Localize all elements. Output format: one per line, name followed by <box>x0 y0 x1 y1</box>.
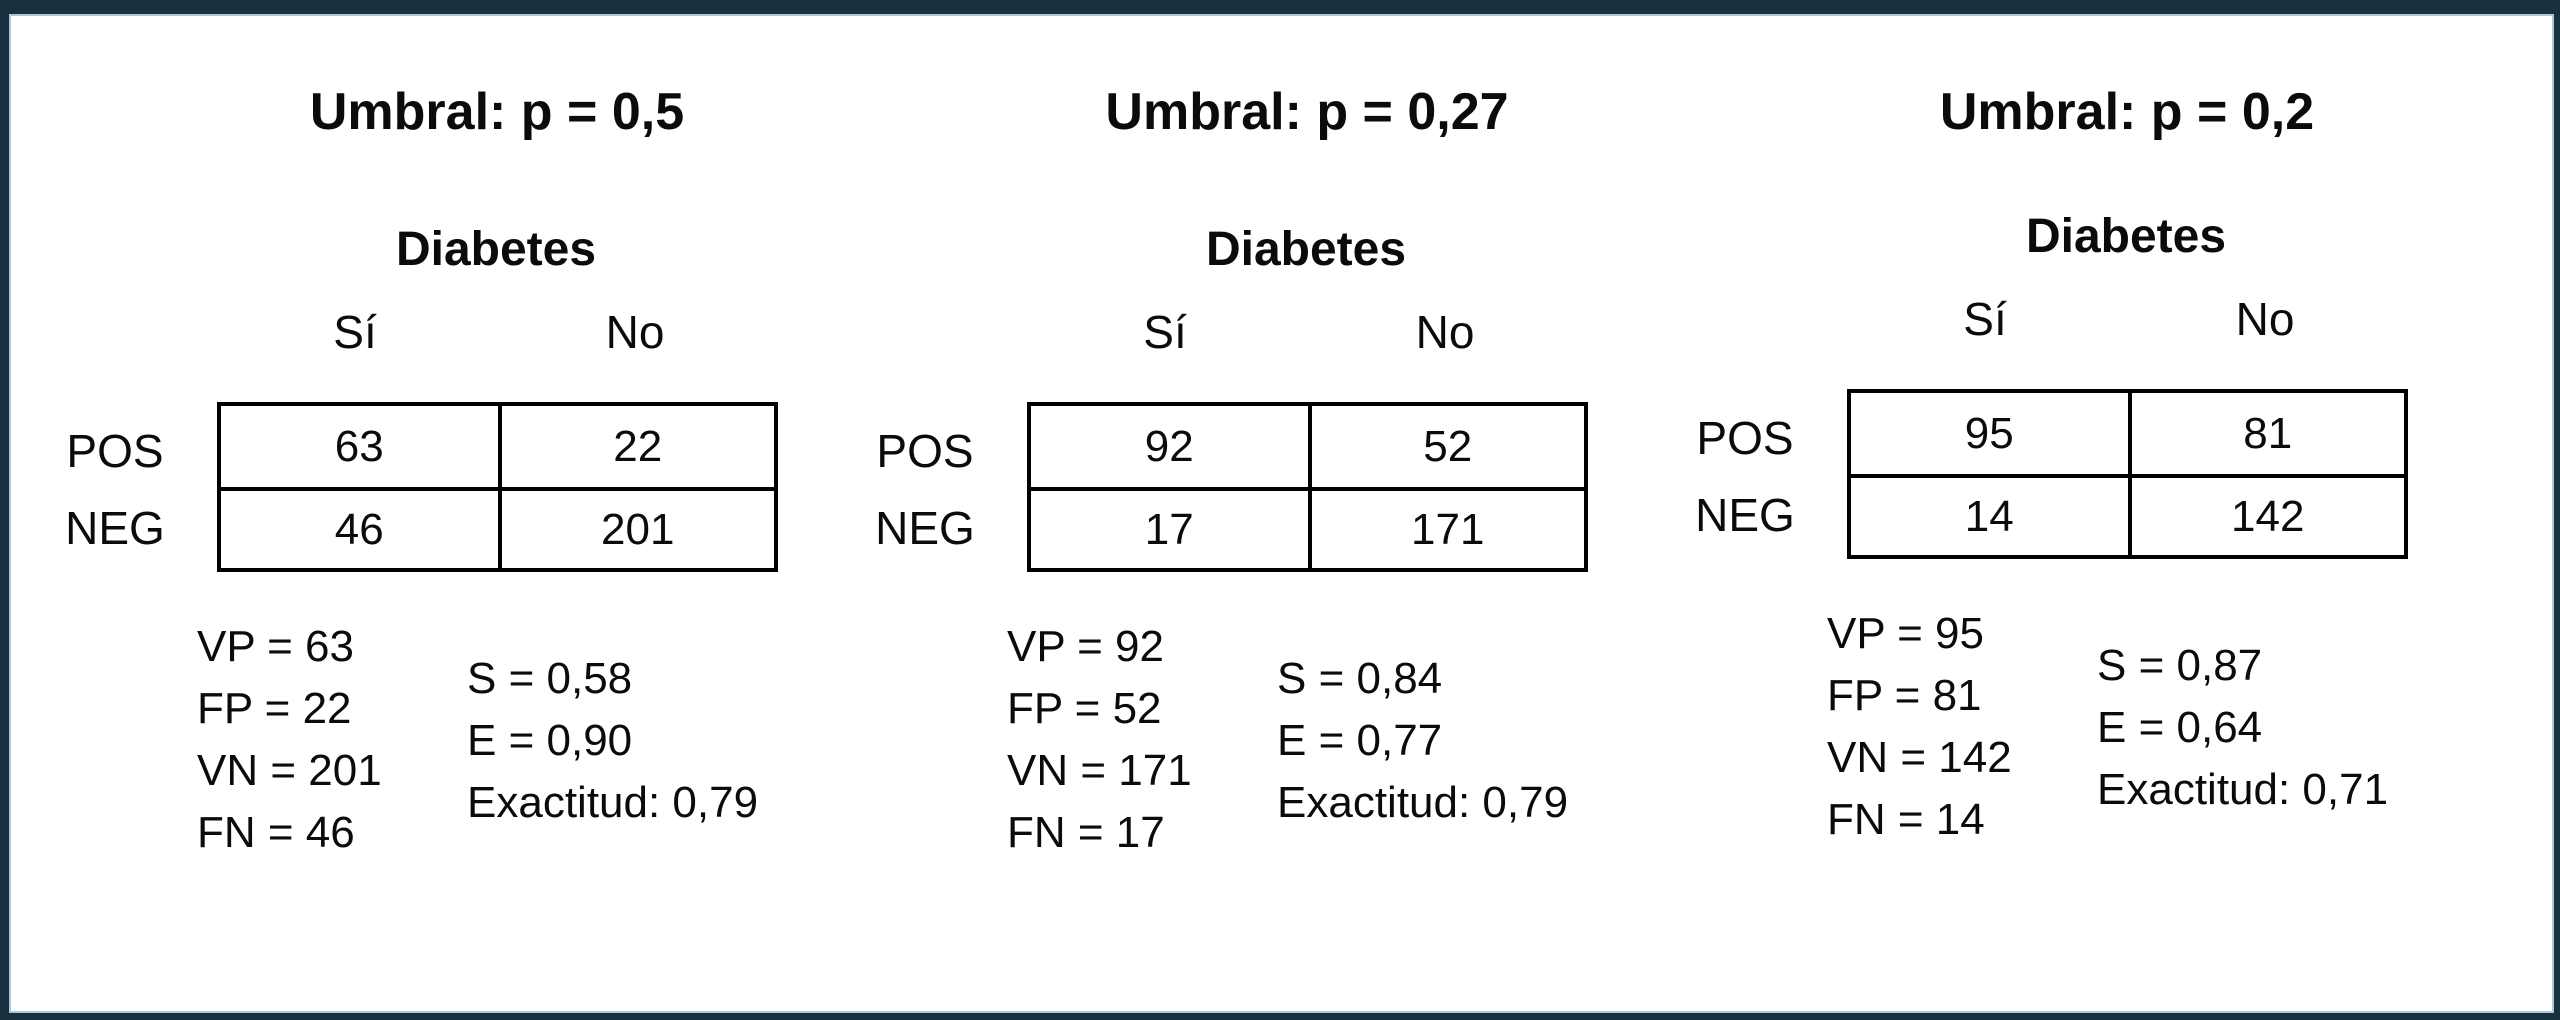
matrix-cell-true-negative: 171 <box>1307 487 1584 568</box>
confusion-matrix-table: 92 52 17 171 <box>1027 402 1588 572</box>
count-vn: VN = 142 <box>1827 733 2012 782</box>
matrix-cell-false-positive: 81 <box>2127 393 2405 474</box>
row-header-pos: POS <box>1696 412 1794 464</box>
row-header-neg: NEG <box>875 502 975 554</box>
row-header-neg: NEG <box>1695 489 1795 541</box>
count-fp: FP = 52 <box>1007 684 1162 733</box>
panel-title: Umbral: p = 0,2 <box>1939 83 2315 141</box>
counts-block: VP = 95 FP = 81 VN = 142 FN = 14 <box>1827 603 2012 851</box>
panel-title: Umbral: p = 0,5 <box>309 83 685 141</box>
matrix-cell-true-positive: 95 <box>1964 408 2014 458</box>
confusion-matrix-table: 63 22 46 201 <box>217 402 778 572</box>
matrix-cell-true-negative: 201 <box>497 487 774 568</box>
metric-accuracy: Exactitud: 0,71 <box>2097 765 2389 814</box>
column-header-si: Sí <box>333 306 377 358</box>
metric-sensitivity: S = 0,87 <box>2097 641 2263 690</box>
row-header-neg: NEG <box>65 502 165 554</box>
metrics-block: S = 0,58 E = 0,90 Exactitud: 0,79 <box>467 648 758 834</box>
column-header-si: Sí <box>1963 293 2007 345</box>
count-vn: VN = 201 <box>197 746 382 795</box>
matrix-cell-false-negative: 17 <box>1031 487 1308 568</box>
panel-threshold-0-27: Umbral: p = 0,27 Diabetes Sí No POS NEG … <box>9 14 2554 1013</box>
condition-label: Diabetes <box>2025 210 2227 263</box>
metric-specificity: E = 0,90 <box>467 716 633 765</box>
metric-accuracy: Exactitud: 0,79 <box>467 778 759 827</box>
panel-threshold-0-2: Umbral: p = 0,2 Diabetes Sí No POS NEG 9… <box>9 14 2554 1013</box>
count-fn: FN = 46 <box>197 808 355 857</box>
metric-specificity: E = 0,64 <box>2097 703 2263 752</box>
metrics-block: S = 0,87 E = 0,64 Exactitud: 0,71 <box>2097 635 2388 821</box>
matrix-cell-false-positive: 22 <box>497 406 775 487</box>
row-header-pos: POS <box>66 425 164 477</box>
metric-sensitivity: S = 0,58 <box>467 654 633 703</box>
count-vp: VP = 95 <box>1827 609 1984 658</box>
metric-accuracy: Exactitud: 0,79 <box>1277 778 1569 827</box>
metric-specificity: E = 0,77 <box>1277 716 1443 765</box>
column-header-no: No <box>1415 306 1475 358</box>
metric-sensitivity: S = 0,84 <box>1277 654 1443 703</box>
count-fn: FN = 14 <box>1827 795 1985 844</box>
count-vp: VP = 63 <box>197 622 354 671</box>
count-fp: FP = 22 <box>197 684 352 733</box>
metrics-block: S = 0,84 E = 0,77 Exactitud: 0,79 <box>1277 648 1568 834</box>
counts-block: VP = 92 FP = 52 VN = 171 FN = 17 <box>1007 616 1192 864</box>
confusion-matrix-table: 95 81 14 142 <box>1847 389 2408 559</box>
count-vp: VP = 92 <box>1007 622 1164 671</box>
matrix-cell-false-positive: 52 <box>1307 406 1585 487</box>
counts-block: VP = 63 FP = 22 VN = 201 FN = 46 <box>197 616 382 864</box>
count-vn: VN = 171 <box>1007 746 1192 795</box>
row-header-pos: POS <box>876 425 974 477</box>
count-fp: FP = 81 <box>1827 671 1982 720</box>
column-header-no: No <box>2235 293 2295 345</box>
panel-threshold-0-5: Umbral: p = 0,5 Diabetes Sí No POS NEG 6… <box>9 14 2554 1013</box>
matrix-cell-true-positive: 92 <box>1144 421 1194 471</box>
matrix-cell-false-negative: 14 <box>1851 474 2128 555</box>
condition-label: Diabetes <box>1205 223 1407 276</box>
column-header-si: Sí <box>1143 306 1187 358</box>
count-fn: FN = 17 <box>1007 808 1165 857</box>
matrix-cell-true-negative: 142 <box>2127 474 2404 555</box>
condition-label: Diabetes <box>395 223 597 276</box>
panel-title: Umbral: p = 0,27 <box>1105 83 1509 141</box>
column-header-no: No <box>605 306 665 358</box>
matrix-cell-false-negative: 46 <box>221 487 498 568</box>
matrix-cell-true-positive: 63 <box>334 421 384 471</box>
